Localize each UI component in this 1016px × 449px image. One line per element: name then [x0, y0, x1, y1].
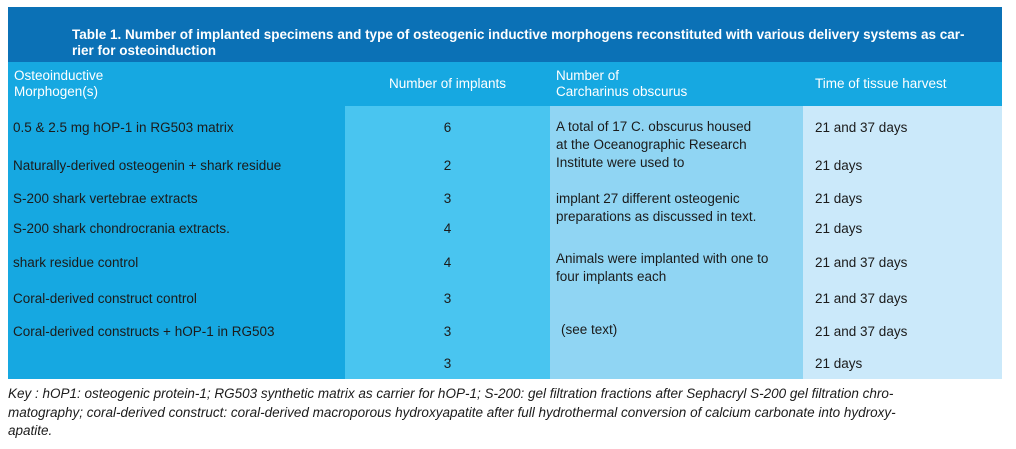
shark-note-paragraph: A total of 17 C. obscurus housed at the …	[556, 119, 752, 170]
column-header-morphogens: Osteoinductive Morphogen(s)	[14, 67, 104, 100]
implants-column: 6 2 3 4 4 3 3 3	[345, 106, 550, 379]
shark-note-paragraph: (see text)	[561, 322, 618, 337]
morphogen-cell: Naturally-derived osteogenin + shark res…	[13, 158, 282, 173]
morphogen-cell: Coral-derived constructs + hOP-1 in RG50…	[13, 324, 275, 339]
table-body: 0.5 & 2.5 mg hOP-1 in RG503 matrix Natur…	[8, 106, 1002, 379]
harvest-time-cell: 21 days	[815, 190, 863, 206]
column-header-harvest: Time of tissue harvest	[815, 75, 947, 91]
harvest-time-cell: 21 days	[815, 158, 863, 173]
sharks-note-column: A total of 17 C. obscurus housed at the …	[550, 106, 803, 379]
implants-count-cell: 4	[443, 221, 452, 236]
harvest-time-cell: 21 days	[815, 355, 863, 371]
column-header-row: Osteoinductive Morphogen(s) Number of im…	[8, 62, 1002, 106]
implants-count-cell: 2	[443, 158, 452, 173]
morphogen-cell: shark residue control	[13, 254, 139, 270]
shark-note-paragraph: Animals were implanted with one to four …	[556, 251, 769, 284]
harvest-time-cell: 21 and 37 days	[815, 119, 908, 135]
harvest-column: 21 and 37 days 21 days 21 days 21 days 2…	[803, 106, 1002, 379]
morphogen-cell: S-200 shark vertebrae extracts	[13, 190, 198, 206]
column-header-sharks: Number of Carcharinus obscurus	[556, 67, 688, 100]
morphogen-column: 0.5 & 2.5 mg hOP-1 in RG503 matrix Natur…	[8, 106, 345, 379]
morphogen-cell: Coral-derived construct control	[13, 290, 197, 306]
implants-count-cell: 4	[443, 254, 452, 270]
harvest-time-cell: 21 and 37 days	[815, 324, 908, 339]
implants-count-cell: 6	[443, 119, 452, 135]
implants-count-cell: 3	[443, 190, 452, 206]
column-header-implants: Number of implants	[388, 75, 507, 91]
table-title: Table 1. Number of implanted specimens a…	[72, 27, 965, 58]
harvest-time-cell: 21 days	[815, 221, 863, 236]
harvest-time-cell: 21 and 37 days	[815, 254, 908, 270]
implants-count-cell: 3	[443, 290, 452, 306]
harvest-time-cell: 21 and 37 days	[815, 290, 908, 306]
table-1: Table 1. Number of implanted specimens a…	[8, 7, 1002, 379]
morphogen-cell: 0.5 & 2.5 mg hOP-1 in RG503 matrix	[13, 119, 234, 135]
morphogen-cell	[8, 347, 345, 379]
table-key-note: Key : hOP1: osteogenic protein-1; RG503 …	[8, 386, 896, 438]
shark-note-paragraph: implant 27 different osteogenic preparat…	[556, 191, 757, 224]
table-title-bar: Table 1. Number of implanted specimens a…	[8, 7, 1002, 62]
implants-count-cell: 3	[443, 324, 452, 339]
implants-count-cell: 3	[443, 355, 452, 371]
morphogen-cell: S-200 shark chondrocrania extracts.	[13, 221, 230, 236]
